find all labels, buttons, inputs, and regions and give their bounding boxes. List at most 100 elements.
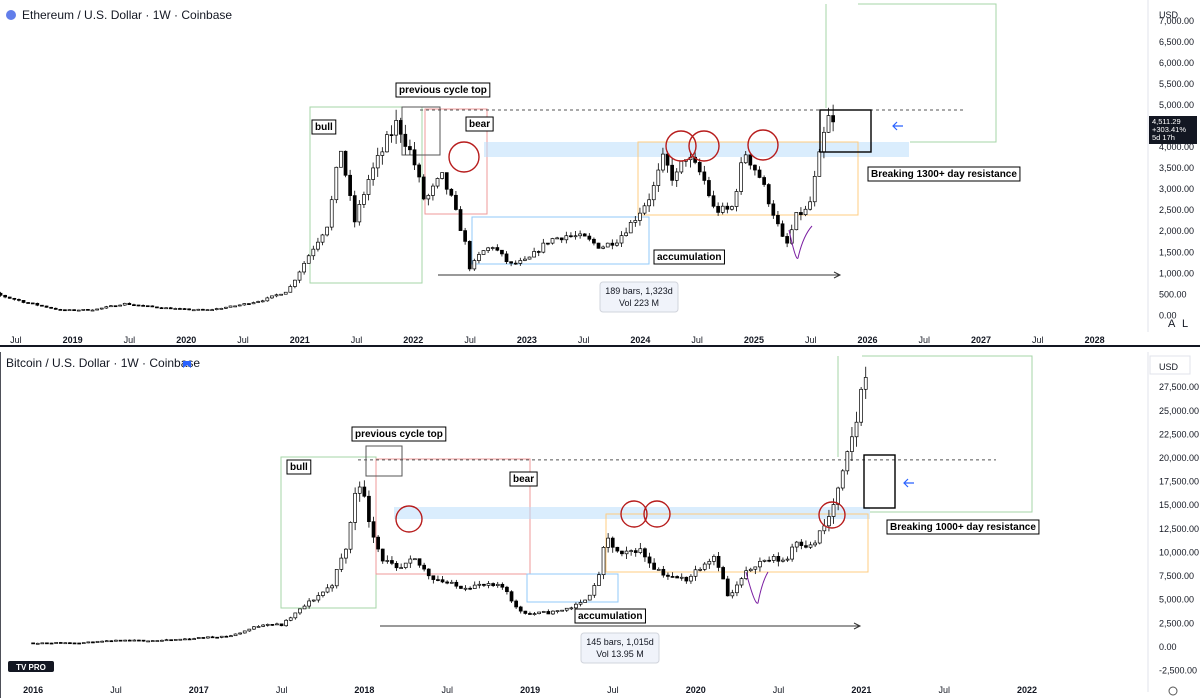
x-tick-label: 2021	[290, 335, 310, 345]
candle-body	[417, 164, 421, 178]
auto-scale-button[interactable]: A	[1168, 318, 1176, 330]
candle-body	[431, 575, 436, 580]
candle-body	[440, 579, 445, 583]
candle-body	[794, 212, 799, 231]
x-tick-label: 2021	[851, 685, 871, 695]
bear-label: bear	[469, 119, 490, 130]
candle-body	[45, 642, 49, 645]
candle-body	[574, 603, 578, 609]
candle-body	[826, 115, 831, 133]
candle-body	[385, 560, 390, 562]
candle-body	[739, 162, 743, 192]
previous-cycle-top-label-frame	[395, 82, 491, 98]
y-tick-label: 1,000.00	[1159, 268, 1194, 278]
log-scale-button[interactable]: L	[1182, 318, 1188, 330]
candle-body	[569, 607, 574, 610]
candle-body	[698, 569, 702, 571]
measure-stats-box	[599, 281, 679, 313]
y-tick-label: -2,500.00	[1159, 666, 1197, 676]
cycle-top-box	[401, 106, 441, 156]
candle-body	[206, 636, 210, 639]
candle-body	[224, 635, 229, 638]
eth-chart-panel: 7,000.00 6,500.00 6,000.00 5,500.00 5,000.00…	[0, 0, 1197, 345]
candle-body	[178, 308, 182, 310]
candle-body	[160, 639, 164, 642]
candle-body	[697, 162, 702, 173]
candle-body	[215, 636, 219, 639]
candle-body	[311, 599, 316, 602]
candle-body	[21, 300, 26, 303]
candle-body	[348, 174, 352, 196]
candle-body	[417, 558, 422, 566]
candle-body	[546, 611, 551, 615]
candle-body	[86, 641, 91, 644]
candle-body	[311, 248, 316, 257]
candle-body	[504, 253, 509, 263]
x-tick-label: 2020	[686, 685, 706, 695]
candle-body	[674, 171, 679, 181]
candle-body	[398, 120, 403, 135]
btc-chart-panel: 27,500.00 25,000.00 22,500.00 20,000.00 17,5…	[6, 352, 1199, 696]
candle-body	[661, 568, 666, 576]
candle-body	[523, 258, 527, 261]
candle-body	[509, 261, 513, 264]
chart-title: Bitcoin / U.S. Dollar · 1W · Coinbase	[6, 356, 200, 370]
candle-body	[689, 575, 693, 582]
y-tick-label: 6,000.00	[1159, 58, 1194, 68]
candle-body	[284, 619, 288, 627]
candle-body	[187, 308, 191, 311]
candle-body	[99, 307, 104, 310]
candle-body	[610, 242, 615, 246]
candle-body	[353, 492, 357, 523]
candle-body	[238, 632, 242, 635]
x-tick-label: 2024	[630, 335, 650, 345]
candle-body	[95, 308, 99, 311]
candle-body	[371, 167, 375, 180]
candle-body	[707, 180, 711, 197]
cycle-circle	[747, 129, 779, 161]
measure-stats-box	[580, 632, 660, 664]
candle-body	[187, 638, 192, 641]
candle-body	[380, 548, 385, 562]
candle-body	[219, 307, 224, 310]
candle-body	[776, 214, 780, 225]
candle-body	[141, 639, 146, 642]
candle-body	[619, 235, 624, 244]
y-tick-label: 2,500.00	[1159, 205, 1194, 215]
candle-body	[780, 223, 785, 237]
cycle-circle	[620, 500, 648, 528]
candle-body	[435, 178, 440, 187]
cycle-circle	[395, 505, 423, 533]
candle-body	[753, 164, 757, 171]
candle-body	[408, 558, 413, 564]
candle-body	[155, 306, 159, 309]
settings-gear-icon	[1168, 686, 1178, 696]
candle-body	[77, 642, 81, 645]
candle-body	[467, 241, 472, 270]
candle-body	[183, 638, 187, 641]
bull-label-frame	[311, 119, 337, 135]
candle-body	[399, 567, 403, 569]
candle-body	[394, 562, 399, 569]
y-tick-label: 5,000.00	[1159, 100, 1194, 110]
candle-body	[54, 642, 58, 644]
candle-body	[247, 303, 251, 305]
candle-body	[767, 559, 771, 562]
candle-body	[325, 587, 330, 593]
candle-body	[505, 586, 509, 593]
candle-body	[132, 639, 137, 642]
candle-body	[454, 581, 459, 587]
candle-body	[804, 545, 808, 548]
candle-body	[81, 642, 86, 644]
candle-body	[403, 562, 408, 568]
candle-body	[31, 642, 35, 645]
candle-body	[812, 176, 817, 203]
candle-body	[748, 568, 753, 572]
accumulation-box	[471, 216, 650, 265]
price-candles	[31, 366, 868, 645]
candle-body	[459, 585, 463, 589]
candle-body	[164, 639, 169, 642]
candle-body	[122, 302, 127, 306]
candle-body	[90, 309, 95, 312]
